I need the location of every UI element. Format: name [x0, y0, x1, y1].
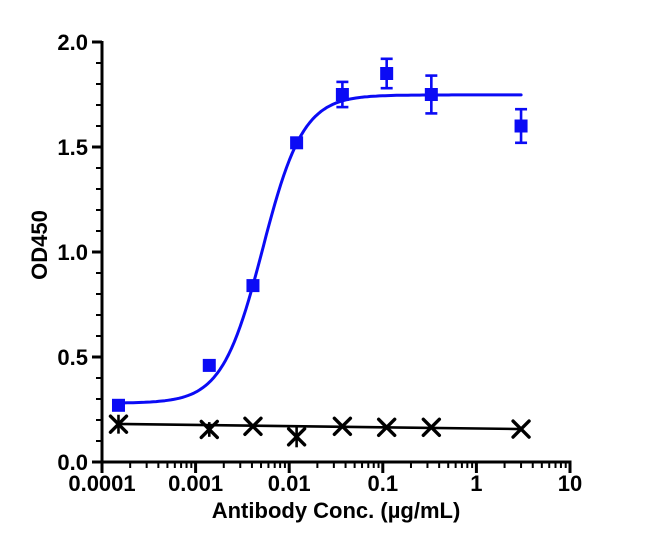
x-axis-title: Antibody Conc. (µg/mL)	[211, 498, 461, 523]
square-marker	[290, 136, 304, 150]
square-marker	[380, 67, 394, 80]
x-tick-label: 0.0001	[68, 471, 135, 496]
negative-control-markers	[108, 414, 531, 447]
square-marker	[335, 88, 349, 101]
antibody-binding-fit-curve	[114, 93, 523, 405]
square-marker	[246, 279, 260, 293]
x-marker	[376, 417, 397, 438]
y-tick-label: 0.0	[57, 450, 88, 475]
y-tick-label: 1.0	[57, 240, 88, 265]
x-marker	[332, 416, 353, 436]
y-tick-label: 0.5	[57, 345, 88, 370]
x-marker	[286, 427, 307, 447]
x-tick-label: 0.001	[168, 471, 223, 496]
x-tick-label: 0.01	[268, 471, 311, 496]
x-marker	[199, 419, 219, 440]
square-marker	[424, 88, 438, 101]
x-tick-label: 1	[470, 471, 482, 496]
y-tick-labels: 0.0 0.5 1.0 1.5 2.0	[57, 30, 88, 475]
x-tick-labels: 0.0001 0.001 0.01 0.1 1 10	[68, 471, 582, 496]
negative-control-fit-curve	[117, 422, 523, 431]
y-tick-label: 2.0	[57, 30, 88, 55]
x-marker	[243, 416, 263, 436]
square-marker	[202, 358, 216, 372]
x-axis-ticks	[100, 462, 572, 473]
x-marker	[421, 417, 442, 438]
y-axis-ticks	[92, 40, 102, 464]
y-axis-title: OD450	[27, 210, 52, 280]
x-tick-label: 10	[558, 471, 582, 496]
square-marker	[111, 398, 125, 412]
antibody-binding-markers	[111, 67, 528, 412]
x-marker	[511, 419, 531, 439]
square-marker	[514, 119, 528, 133]
y-tick-label: 1.5	[57, 135, 88, 160]
x-tick-label: 0.1	[368, 471, 399, 496]
x-marker	[108, 414, 129, 434]
